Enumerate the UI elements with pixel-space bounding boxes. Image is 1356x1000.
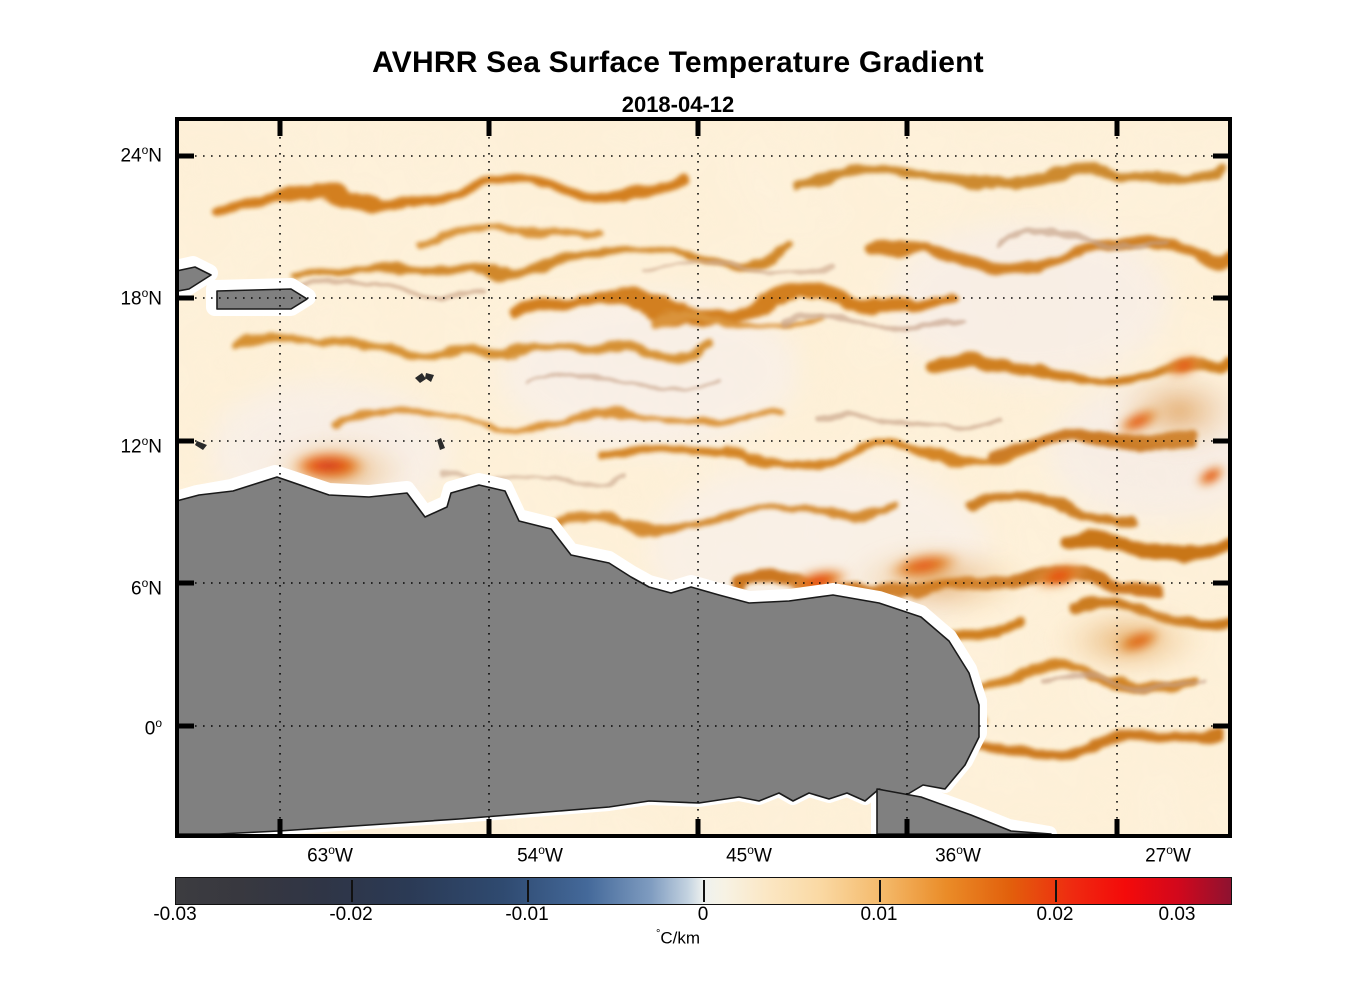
colorbar-ticks bbox=[175, 877, 1232, 905]
y-tick-label-0: 0o bbox=[144, 716, 162, 740]
colorbar-label-zero: 0 bbox=[697, 904, 709, 925]
colorbar-label-min: -0.03 bbox=[153, 904, 197, 925]
colorbar-label-max: 0.03 bbox=[1158, 904, 1196, 925]
colorbar-label-0.02: 0.02 bbox=[1036, 904, 1074, 925]
sst-gradient-heatmap bbox=[179, 121, 1228, 834]
colorbar-label--0.02: -0.02 bbox=[329, 904, 373, 925]
y-tick-label-24n: 24oN bbox=[120, 143, 162, 167]
map-plot-area[interactable] bbox=[175, 117, 1232, 838]
colorbar-label--0.01: -0.01 bbox=[505, 904, 549, 925]
colorbar-unit-label: °C/km bbox=[655, 928, 701, 948]
page-subtitle: 2018-04-12 bbox=[621, 92, 735, 117]
x-tick-label-54w: 54oW bbox=[517, 843, 563, 867]
x-tick-label-63w: 63oW bbox=[307, 843, 353, 867]
colorbar-tick bbox=[703, 880, 705, 902]
colorbar-label-0.01: 0.01 bbox=[860, 904, 898, 925]
y-tick-label-12n: 12oN bbox=[120, 434, 162, 458]
colorbar-tick bbox=[879, 880, 881, 902]
y-tick-label-6n: 6oN bbox=[131, 576, 162, 600]
y-tick-label-18n: 18oN bbox=[120, 286, 162, 310]
x-tick-label-36w: 36oW bbox=[935, 843, 981, 867]
colorbar-tick bbox=[1055, 880, 1057, 902]
colorbar[interactable] bbox=[175, 877, 1232, 905]
colorbar-tick bbox=[527, 880, 529, 902]
x-tick-label-45w: 45oW bbox=[726, 843, 772, 867]
colorbar-tick bbox=[351, 880, 353, 902]
page-title: AVHRR Sea Surface Temperature Gradient bbox=[372, 46, 984, 79]
x-tick-label-27w: 27oW bbox=[1145, 843, 1191, 867]
